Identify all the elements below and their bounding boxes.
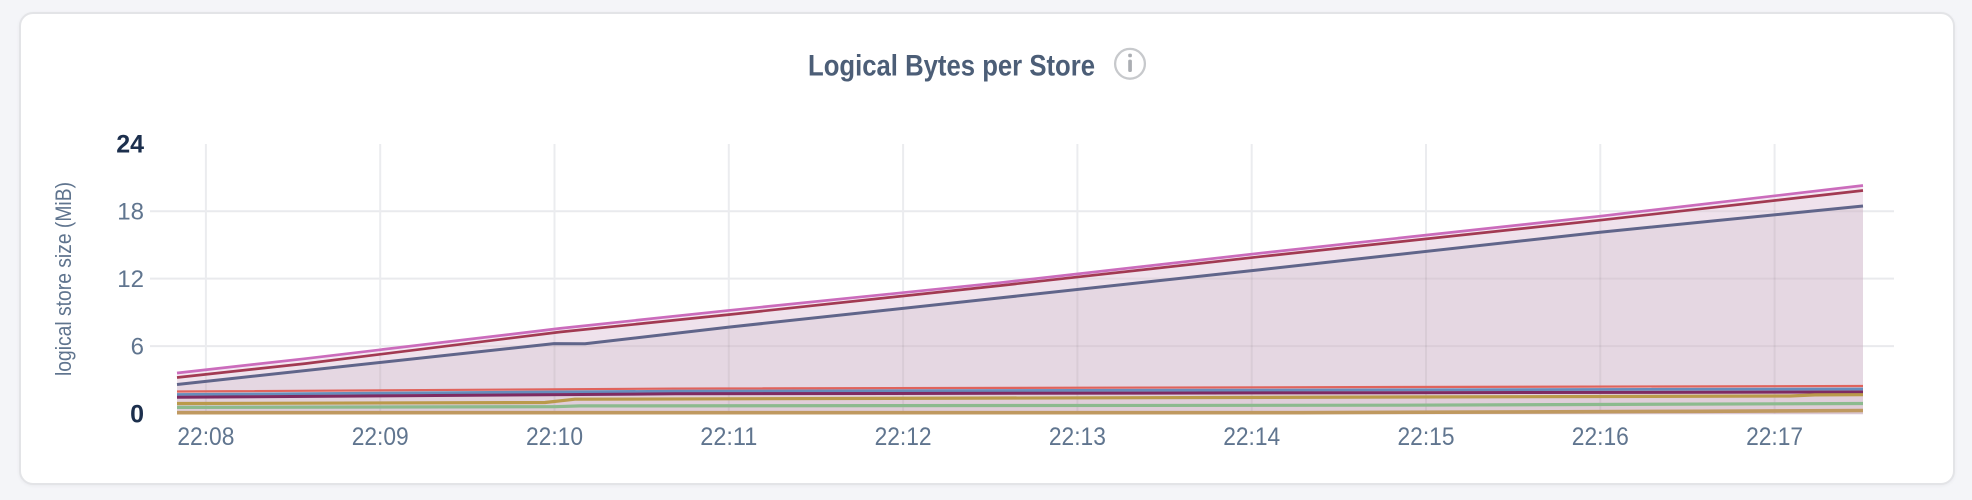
svg-text:22:10: 22:10	[526, 423, 583, 451]
svg-text:Logical Bytes per Store: Logical Bytes per Store	[808, 50, 1095, 83]
svg-text:22:13: 22:13	[1049, 423, 1106, 451]
svg-text:22:17: 22:17	[1746, 423, 1803, 451]
svg-text:18: 18	[117, 199, 144, 226]
svg-text:22:11: 22:11	[700, 423, 757, 451]
svg-text:22:15: 22:15	[1398, 423, 1455, 451]
svg-text:22:14: 22:14	[1223, 423, 1280, 451]
svg-text:logical store size (MiB): logical store size (MiB)	[51, 182, 76, 376]
svg-text:6: 6	[131, 334, 144, 361]
svg-text:22:16: 22:16	[1572, 423, 1629, 451]
svg-text:24: 24	[116, 131, 144, 159]
svg-text:22:12: 22:12	[875, 423, 932, 451]
svg-text:22:09: 22:09	[352, 423, 409, 451]
svg-text:12: 12	[117, 266, 144, 293]
svg-text:0: 0	[130, 401, 144, 429]
svg-text:22:08: 22:08	[177, 423, 234, 451]
